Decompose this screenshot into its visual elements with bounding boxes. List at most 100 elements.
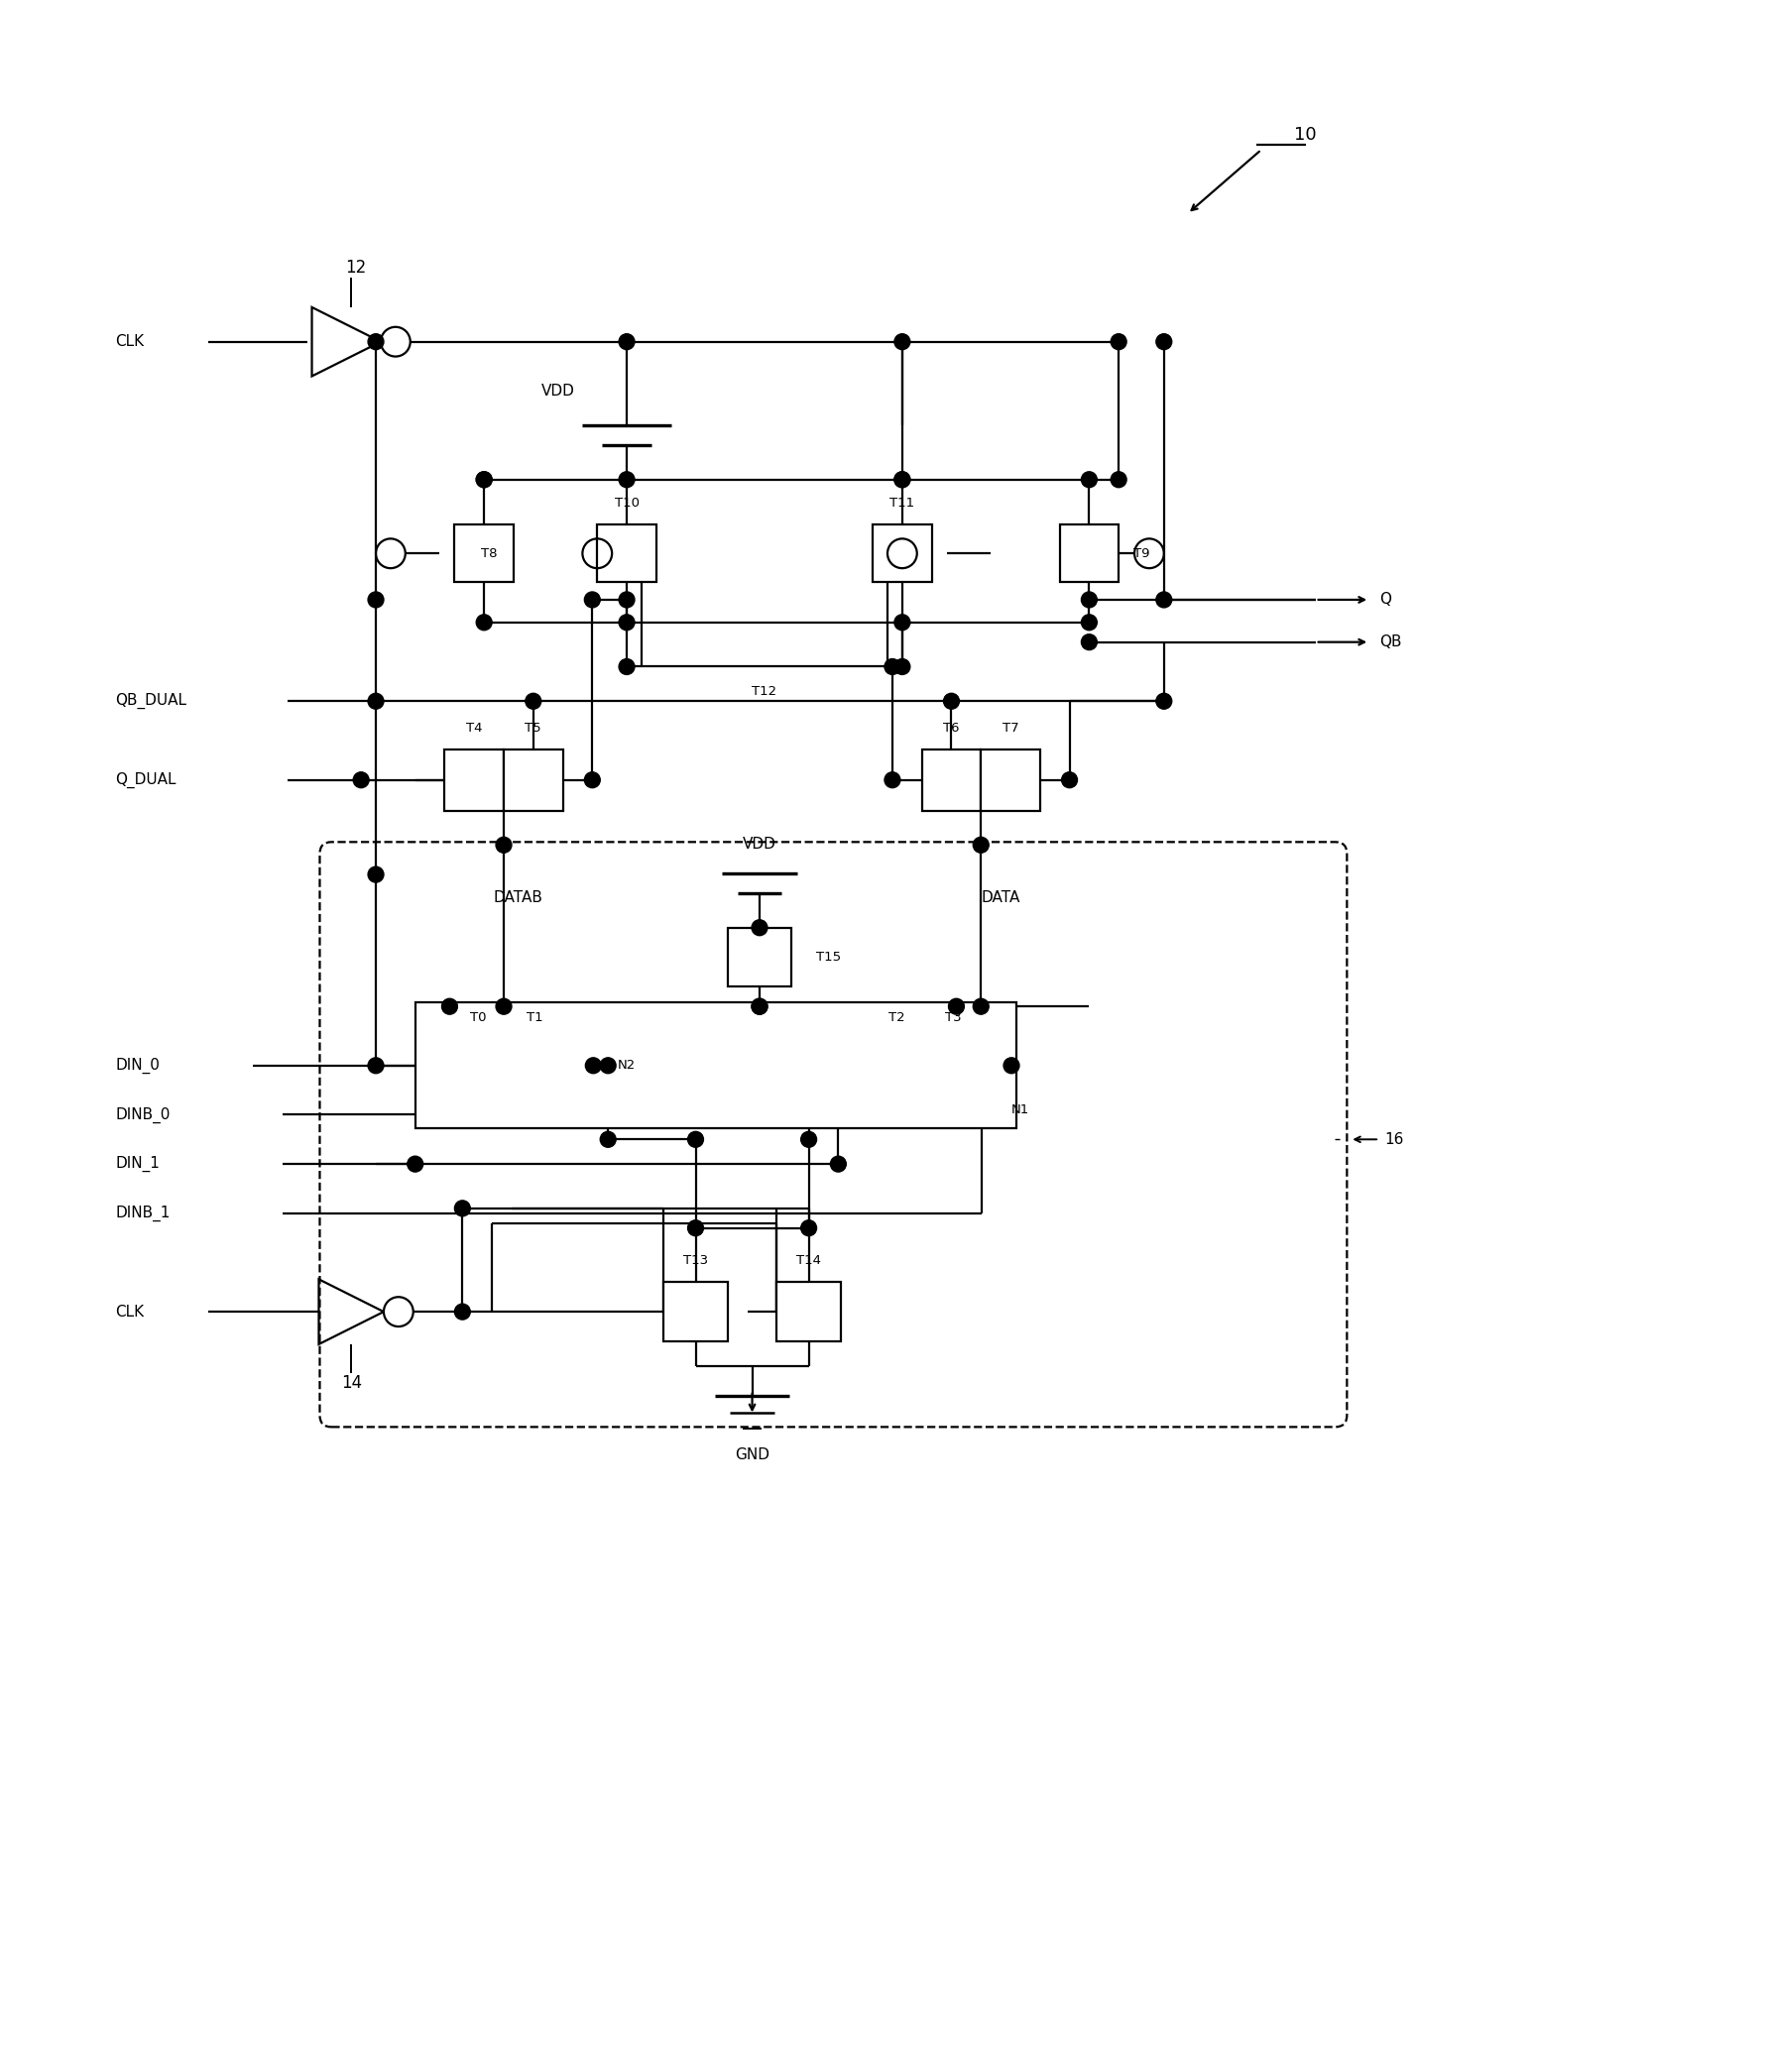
Circle shape <box>884 773 900 787</box>
Text: T8: T8 <box>480 547 498 559</box>
Circle shape <box>584 773 600 787</box>
Circle shape <box>526 694 542 709</box>
Circle shape <box>1110 334 1126 350</box>
Circle shape <box>476 615 492 630</box>
Circle shape <box>368 593 384 607</box>
Text: 12: 12 <box>345 259 367 278</box>
Circle shape <box>1004 1057 1020 1073</box>
Circle shape <box>944 694 960 709</box>
Circle shape <box>368 866 384 883</box>
Circle shape <box>455 1303 471 1320</box>
Bar <box>777 1283 841 1341</box>
Circle shape <box>972 837 988 854</box>
Circle shape <box>894 659 910 675</box>
Circle shape <box>455 1200 471 1216</box>
Circle shape <box>972 999 988 1015</box>
Text: 16: 16 <box>1385 1131 1404 1146</box>
Text: 14: 14 <box>340 1374 361 1392</box>
Text: T6: T6 <box>944 721 960 733</box>
Bar <box>981 750 1040 810</box>
Text: T14: T14 <box>797 1254 822 1266</box>
Circle shape <box>751 920 767 937</box>
Circle shape <box>751 999 767 1015</box>
Circle shape <box>1082 634 1096 651</box>
Circle shape <box>496 999 512 1015</box>
Circle shape <box>1110 472 1126 487</box>
Text: N1: N1 <box>1011 1104 1029 1117</box>
Circle shape <box>476 472 492 487</box>
Bar <box>728 928 792 986</box>
Text: Q: Q <box>1380 593 1392 607</box>
Text: T0: T0 <box>469 1011 487 1024</box>
Circle shape <box>1156 694 1172 709</box>
Circle shape <box>800 1131 816 1148</box>
Circle shape <box>441 999 457 1015</box>
Text: N2: N2 <box>618 1059 636 1071</box>
Circle shape <box>407 1156 423 1173</box>
Circle shape <box>800 1220 816 1235</box>
Text: CLK: CLK <box>115 1303 143 1320</box>
Circle shape <box>368 334 384 350</box>
Text: DINB_1: DINB_1 <box>115 1206 170 1220</box>
Circle shape <box>1156 334 1172 350</box>
Text: QB: QB <box>1380 634 1401 649</box>
Circle shape <box>831 1156 847 1173</box>
Circle shape <box>496 837 512 854</box>
Bar <box>414 1003 1017 1129</box>
Text: GND: GND <box>735 1446 770 1463</box>
Text: T11: T11 <box>889 497 914 510</box>
Text: DIN_1: DIN_1 <box>115 1156 159 1173</box>
Text: DATAB: DATAB <box>494 891 544 905</box>
Circle shape <box>1082 472 1096 487</box>
Bar <box>445 750 503 810</box>
Circle shape <box>476 472 492 487</box>
Circle shape <box>894 334 910 350</box>
Circle shape <box>894 615 910 630</box>
Bar <box>868 1036 924 1094</box>
Text: T12: T12 <box>753 686 777 698</box>
Circle shape <box>600 1057 616 1073</box>
Circle shape <box>687 1220 703 1235</box>
Text: DATA: DATA <box>981 891 1020 905</box>
Circle shape <box>1156 593 1172 607</box>
Circle shape <box>586 1057 600 1073</box>
Circle shape <box>618 334 634 350</box>
Text: T15: T15 <box>816 951 841 963</box>
Text: DINB_0: DINB_0 <box>115 1106 170 1123</box>
Circle shape <box>687 1131 703 1148</box>
Circle shape <box>584 593 600 607</box>
Text: T10: T10 <box>615 497 639 510</box>
Circle shape <box>949 999 963 1015</box>
Circle shape <box>1082 615 1096 630</box>
Circle shape <box>618 593 634 607</box>
Circle shape <box>600 1131 616 1148</box>
Bar <box>923 750 981 810</box>
Circle shape <box>1082 593 1096 607</box>
Circle shape <box>884 659 900 675</box>
Bar <box>503 750 563 810</box>
Bar <box>873 524 932 582</box>
Bar <box>924 1036 981 1094</box>
Circle shape <box>368 1057 384 1073</box>
Text: VDD: VDD <box>542 383 574 398</box>
Circle shape <box>618 472 634 487</box>
Bar <box>507 1036 563 1094</box>
Text: QB_DUAL: QB_DUAL <box>115 694 186 709</box>
Text: DIN_0: DIN_0 <box>115 1057 159 1073</box>
Text: T9: T9 <box>1133 547 1149 559</box>
Text: 10: 10 <box>1295 126 1318 143</box>
Bar <box>450 1036 507 1094</box>
Circle shape <box>751 999 767 1015</box>
Circle shape <box>894 472 910 487</box>
Text: VDD: VDD <box>742 837 776 852</box>
Text: T5: T5 <box>524 721 542 733</box>
Text: T1: T1 <box>528 1011 544 1024</box>
Text: T2: T2 <box>887 1011 905 1024</box>
Text: T4: T4 <box>466 721 482 733</box>
Circle shape <box>618 615 634 630</box>
Bar <box>455 524 514 582</box>
Circle shape <box>352 773 368 787</box>
Circle shape <box>894 472 910 487</box>
Text: Q_DUAL: Q_DUAL <box>115 773 175 787</box>
Text: T3: T3 <box>946 1011 962 1024</box>
